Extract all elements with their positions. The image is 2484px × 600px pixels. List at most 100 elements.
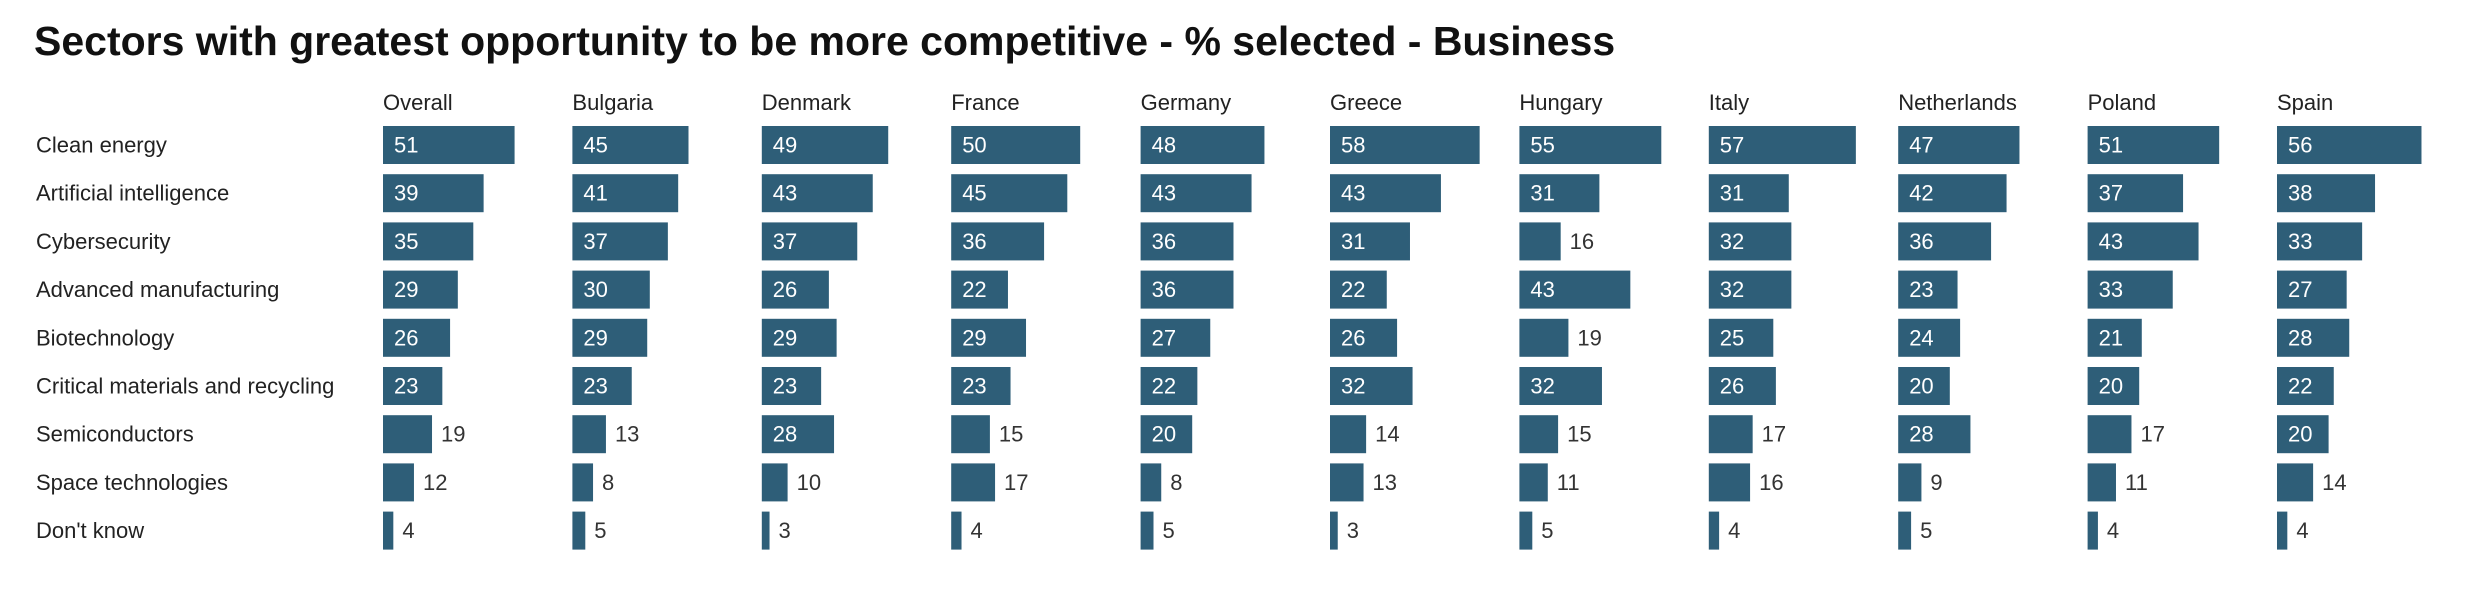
- data-label: 3: [1347, 518, 1359, 543]
- data-label: 20: [1152, 422, 1176, 447]
- bar: [1330, 174, 1441, 213]
- data-label: 14: [2322, 470, 2346, 495]
- bar: [2277, 415, 2329, 454]
- data-label: 16: [1759, 470, 1783, 495]
- data-label: 9: [1930, 470, 1942, 495]
- bar: [2087, 463, 2116, 502]
- bar: [383, 126, 515, 164]
- bar: [1519, 126, 1662, 164]
- bar: [1708, 415, 1753, 454]
- data-label: 17: [1762, 422, 1786, 447]
- data-label: 4: [2107, 518, 2119, 543]
- bar: [383, 222, 474, 261]
- category-label: Artificial intelligence: [36, 181, 229, 206]
- bar: [383, 318, 451, 357]
- data-label: 42: [1909, 181, 1933, 206]
- bar: [2087, 126, 2220, 164]
- bar: [2277, 463, 2314, 502]
- category-label: Critical materials and recycling: [36, 374, 334, 399]
- data-label: 50: [962, 133, 986, 158]
- data-label: 56: [2288, 133, 2312, 158]
- data-label: 32: [1341, 374, 1365, 399]
- data-label: 25: [1720, 325, 1744, 350]
- bar: [1708, 463, 1751, 502]
- data-label: 29: [962, 325, 986, 350]
- panel-title: Overall: [383, 90, 453, 115]
- panel-title: Greece: [1330, 90, 1402, 115]
- bar: [1519, 367, 1602, 405]
- bar: [761, 463, 788, 502]
- panel-title: France: [951, 90, 1019, 115]
- data-label: 48: [1152, 133, 1176, 158]
- data-label: 31: [1530, 181, 1554, 206]
- bar: [1519, 415, 1559, 454]
- panel: Bulgaria 45 41 37 30 29 23 138 5: [572, 90, 689, 550]
- data-label: 49: [773, 133, 797, 158]
- bar: [951, 270, 1008, 309]
- bar: [1330, 318, 1398, 357]
- data-label: 43: [2099, 229, 2123, 254]
- data-label: 36: [1909, 229, 1933, 254]
- bar: [1519, 318, 1569, 357]
- bar: [1140, 415, 1193, 454]
- data-label: 16: [1570, 229, 1594, 254]
- bar: [2277, 270, 2347, 309]
- panel: Overall 51 39 35 29 26 23 19 12 4: [383, 90, 515, 550]
- bar: [1898, 318, 1961, 357]
- category-label: Clean energy: [36, 133, 167, 158]
- data-label: 31: [1720, 181, 1744, 206]
- bar: [1898, 367, 1950, 405]
- panel: France 50 45 36 22 29 23 15 17 4: [951, 90, 1081, 550]
- panel-title: Italy: [1709, 90, 1749, 115]
- data-label: 10: [797, 470, 821, 495]
- data-label: 33: [2099, 277, 2123, 302]
- bar: [2087, 222, 2199, 261]
- panel: Germany 48 43 36 36 27 22 20 8 5: [1140, 90, 1265, 550]
- data-label: 29: [583, 325, 607, 350]
- data-label: 26: [1720, 374, 1744, 399]
- data-label: 13: [1373, 470, 1397, 495]
- bar: [383, 511, 394, 550]
- bar: [2277, 126, 2422, 164]
- bar: [1140, 318, 1211, 357]
- bar: [572, 318, 648, 357]
- bar: [1140, 511, 1154, 550]
- panel-title: Spain: [2277, 90, 2333, 115]
- data-label: 58: [1341, 133, 1365, 158]
- data-label: 5: [1163, 518, 1175, 543]
- data-label: 13: [615, 422, 639, 447]
- bar: [2277, 511, 2288, 550]
- panel: Netherlands 47 42 36 23 24 20 28 9 5: [1898, 90, 2020, 550]
- panel: Spain 56 38 33 27 28 22 20 14 4: [2277, 90, 2422, 550]
- bar: [2087, 367, 2140, 405]
- bar: [1140, 126, 1265, 164]
- bar: [572, 126, 689, 164]
- category-label: Biotechnology: [36, 325, 174, 350]
- bar: [2277, 222, 2363, 261]
- data-label: 36: [1152, 229, 1176, 254]
- bar: [1898, 174, 2007, 213]
- data-label: 20: [2099, 374, 2123, 399]
- bar: [761, 222, 858, 261]
- data-label: 12: [423, 470, 447, 495]
- data-label: 38: [2288, 181, 2312, 206]
- bar: [761, 367, 822, 405]
- bar: [1330, 270, 1387, 309]
- category-label: Space technologies: [36, 470, 228, 495]
- bar: [2087, 318, 2142, 357]
- bar: [383, 415, 433, 454]
- bar: [1708, 318, 1774, 357]
- data-label: 35: [394, 229, 418, 254]
- bar: [572, 270, 650, 309]
- data-label: 4: [2296, 518, 2308, 543]
- data-label: 33: [2288, 229, 2312, 254]
- data-label: 26: [773, 277, 797, 302]
- bar: [1330, 367, 1413, 405]
- data-label: 15: [999, 422, 1023, 447]
- panel: Hungary 55 31 16 43 19 32 15 115: [1519, 90, 1662, 550]
- data-label: 22: [2288, 374, 2312, 399]
- panel: Greece 58 43 31 22 26 32 14 13 3: [1330, 90, 1480, 550]
- data-label: 8: [1170, 470, 1182, 495]
- bar: [1330, 511, 1338, 550]
